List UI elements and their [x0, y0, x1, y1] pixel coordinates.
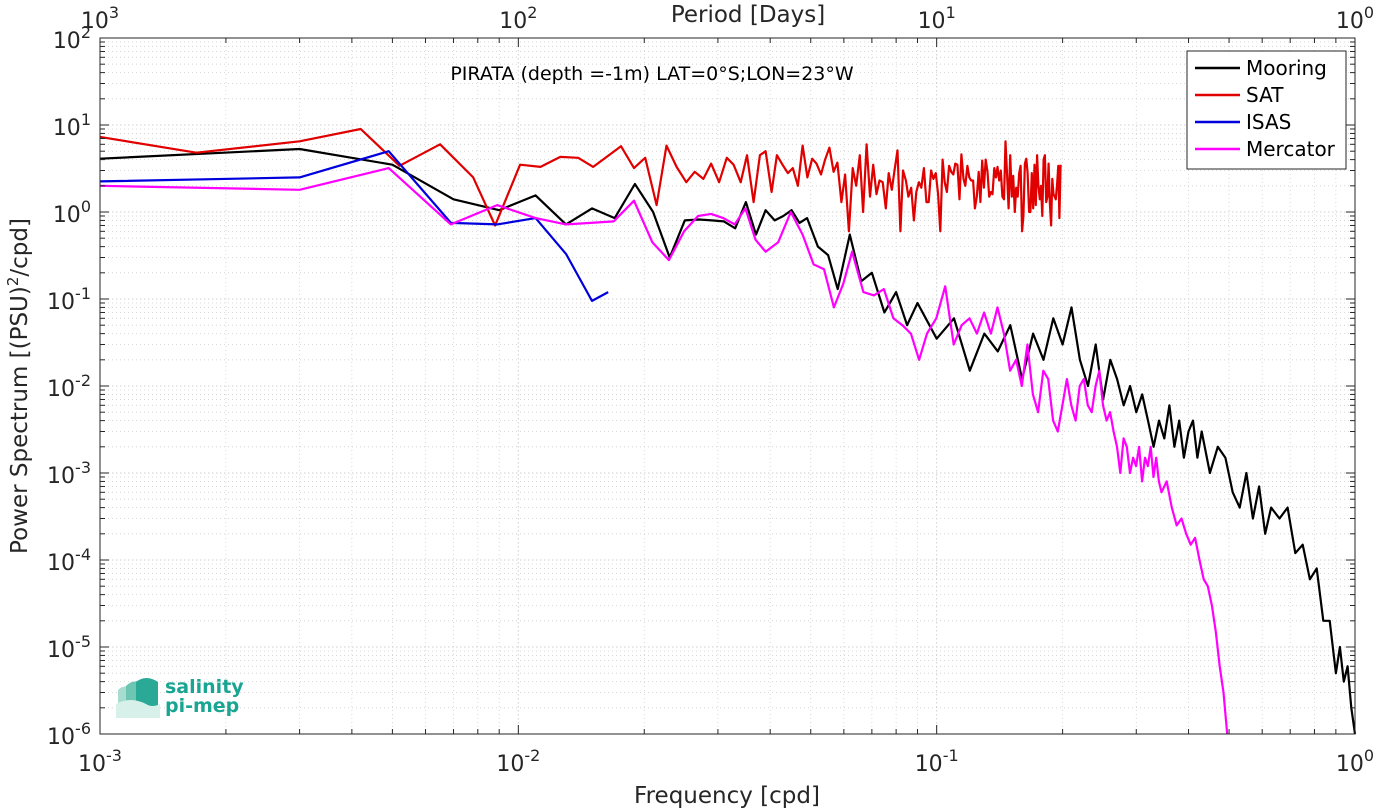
y-tick-label-base: 10: [53, 116, 81, 141]
top-tick-label-base: 10: [1336, 9, 1364, 34]
series-line-sat: [99, 127, 1062, 233]
y-tick-label: 10-6: [47, 719, 91, 750]
legend-label-mooring: Mooring: [1246, 56, 1327, 80]
top-tick-label-exponent: 3: [109, 3, 119, 22]
y-tick-label: 10-3: [47, 458, 91, 489]
legend: Mooring SAT ISAS Mercator: [1186, 50, 1347, 170]
y-axis-title: Power Spectrum [(PSU)2/cpd]: [4, 218, 33, 554]
y-axis-title-prefix: Power Spectrum [(PSU): [7, 286, 33, 554]
x-axis-title: Frequency [cpd]: [634, 783, 820, 809]
y-axis-title-superscript: 2: [4, 277, 22, 287]
legend-items: Mooring SAT ISAS Mercator: [1195, 56, 1336, 161]
y-tick-label-exponent: -5: [75, 632, 91, 651]
x-tick-label-base: 10: [915, 752, 943, 777]
x-tick-label-base: 10: [1336, 752, 1364, 777]
top-tick-label-exponent: 2: [527, 3, 537, 22]
grid: [99, 38, 1355, 735]
top-tick-label: 103: [81, 3, 119, 34]
top-tick-label: 100: [1336, 3, 1374, 34]
top-tick-label-base: 10: [918, 9, 946, 34]
top-tick-label: 102: [499, 3, 537, 34]
top-tick-label-exponent: 1: [946, 3, 956, 22]
y-tick-label-base: 10: [47, 725, 75, 750]
y-tick-label-exponent: -4: [75, 545, 91, 564]
x-tick-label-base: 10: [78, 752, 106, 777]
x-tick-label-base: 10: [496, 752, 524, 777]
series-line-mooring: [99, 147, 1357, 735]
top-axis-title: Period [Days]: [671, 2, 825, 28]
top-tick-label: 101: [918, 3, 956, 34]
y-tick-label-base: 10: [47, 290, 75, 315]
y-tick-label: 10-5: [47, 632, 91, 663]
top-tick-label-base: 10: [81, 9, 109, 34]
y-tick-label: 100: [53, 197, 91, 228]
y-tick-label-exponent: -3: [75, 458, 91, 477]
x-tick-label-exponent: -3: [106, 746, 122, 765]
y-tick-label: 101: [53, 110, 91, 141]
top-tick-label-base: 10: [499, 9, 527, 34]
series-line-isas: [99, 150, 609, 302]
y-tick-label-exponent: -6: [75, 719, 91, 738]
legend-label-isas: ISAS: [1246, 110, 1291, 134]
x-tick-label-exponent: -1: [943, 746, 959, 765]
logo-wave-icon: [116, 678, 160, 718]
logo-text-pi-mep: pi-mep: [165, 695, 239, 717]
y-tick-label-base: 10: [47, 638, 75, 663]
y-tick-label: 10-4: [47, 545, 91, 576]
legend-label-sat: SAT: [1246, 83, 1284, 107]
salinity-pi-mep-logo: salinity pi-mep: [116, 676, 244, 718]
y-tick-label-base: 10: [47, 464, 75, 489]
y-axis-title-suffix: /cpd]: [7, 218, 33, 277]
legend-label-mercator: Mercator: [1246, 137, 1336, 161]
y-tick-label-exponent: -2: [75, 371, 91, 390]
x-tick-label: 100: [1336, 746, 1374, 777]
y-tick-label-exponent: 1: [81, 110, 91, 129]
y-tick-label-base: 10: [47, 377, 75, 402]
tick-marks: [99, 37, 1356, 735]
chart-title: PIRATA (depth =-1m) LAT=0°S;LON=23°W: [450, 63, 854, 85]
top-tick-label-exponent: 0: [1364, 3, 1374, 22]
x-tick-label: 10-2: [496, 746, 540, 777]
x-tick-label-exponent: 0: [1364, 746, 1374, 765]
x-tick-label-exponent: -2: [524, 746, 540, 765]
x-tick-label: 10-3: [78, 746, 122, 777]
y-tick-label-exponent: 0: [81, 197, 91, 216]
y-tick-label: 10-1: [47, 284, 91, 315]
series-lines: [99, 127, 1357, 735]
y-tick-label-base: 10: [53, 203, 81, 228]
y-tick-label: 102: [53, 23, 91, 54]
series-line-mercator: [99, 167, 1229, 735]
y-tick-label-exponent: -1: [75, 284, 91, 303]
logo-text-salinity: salinity: [165, 676, 244, 698]
plot-area: [99, 37, 1357, 735]
y-tick-label: 10-2: [47, 371, 91, 402]
y-tick-label-base: 10: [47, 551, 75, 576]
y-tick-label-base: 10: [53, 29, 81, 54]
x-tick-label: 10-1: [915, 746, 959, 777]
y-tick-label-exponent: 2: [81, 23, 91, 42]
